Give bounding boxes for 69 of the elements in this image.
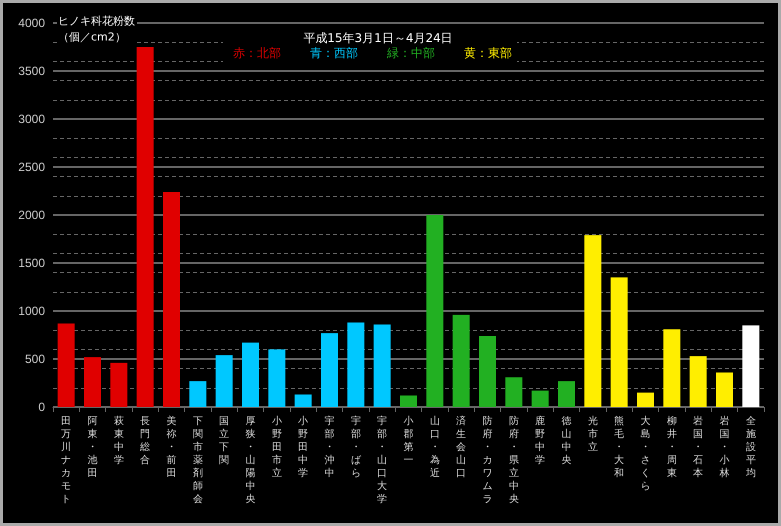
x-tick-label: 宇部・ばら [350, 415, 362, 479]
bar [663, 329, 680, 407]
bar [374, 324, 391, 407]
x-tick-label: 全施設平均 [744, 415, 756, 479]
y-tick-label: 3000 [18, 112, 46, 126]
x-tick-label: 光市立 [588, 415, 598, 453]
bar [268, 349, 286, 407]
bar [321, 333, 338, 407]
bar [426, 215, 444, 407]
bar [558, 381, 575, 407]
y-tick-label: 2000 [18, 208, 46, 222]
y-tick-label: 1000 [18, 304, 46, 318]
x-tick-label: 田万川ナカモト [61, 416, 72, 505]
y-axis-title: ヒノキ科花粉数（個／cm2） [58, 14, 135, 44]
x-tick-label: 岩国・小林 [718, 415, 730, 479]
y-tick-label: 0 [38, 400, 46, 414]
text: 青：西部 [310, 46, 358, 60]
bar [84, 357, 101, 407]
y-tick-label: 3500 [18, 64, 46, 78]
bar [347, 322, 364, 407]
text: 赤：北部 [233, 46, 281, 60]
x-tick-label: 下関市薬剤師会 [192, 416, 203, 505]
y-tick-label: 1500 [18, 256, 46, 270]
x-tick-label: 防府・県立中央 [508, 415, 519, 505]
x-tick-label: 宇部・山口大学 [377, 415, 388, 505]
x-tick-label: 鹿野中学 [535, 415, 546, 466]
x-tick-label: 徳山中央 [562, 416, 572, 466]
x-tick-label: 長門総合 [139, 416, 150, 466]
y-tick-label: 2500 [18, 160, 46, 174]
x-tick-label: 宇部・沖中 [324, 415, 334, 479]
bar [110, 362, 128, 407]
y-tick-label: 4000 [18, 16, 46, 30]
x-tick-label: 小野田中学 [298, 415, 308, 479]
text: 平成15年3月1日～4月24日 [303, 31, 453, 45]
x-tick-label: 厚狭・山陽中央 [246, 416, 256, 505]
x-tick-label: 美祢・前田 [166, 415, 176, 479]
x-tick-label: 防府・カワムラ [482, 415, 492, 505]
bar [242, 342, 259, 407]
text: 緑：中部 [386, 46, 435, 60]
bar [58, 323, 75, 407]
bar [452, 314, 470, 407]
text: 黄：東部 [464, 46, 512, 60]
x-tick-label: 岩国・石本 [693, 415, 704, 479]
bar [216, 355, 233, 407]
x-tick-label: 済生会山口 [456, 415, 466, 479]
bar [479, 336, 496, 407]
bar [189, 381, 206, 407]
bar [400, 395, 417, 407]
bar [584, 235, 602, 407]
x-tick-label: 小郡第一 [404, 415, 414, 466]
bar [163, 192, 180, 407]
bar [136, 47, 154, 407]
bar [690, 356, 707, 407]
x-tick-label: 萩東中学 [114, 415, 124, 466]
bar [505, 377, 522, 407]
bar [742, 325, 760, 407]
bar [716, 372, 733, 407]
bar [532, 390, 549, 407]
bar [637, 392, 654, 407]
bar [294, 394, 312, 407]
x-tick-label: 国立下関 [219, 416, 230, 466]
x-tick-label: 大島・さくら [640, 415, 650, 492]
x-tick-label: 熊毛・大和 [614, 415, 624, 479]
x-tick-label: 山口・為近 [430, 415, 440, 479]
bar [610, 277, 628, 407]
x-tick-label: 阿東・池田 [88, 416, 98, 479]
x-tick-label: 小野田市立 [272, 415, 282, 479]
y-tick-label: 500 [24, 352, 46, 366]
x-tick-label: 柳井・周東 [666, 415, 677, 479]
